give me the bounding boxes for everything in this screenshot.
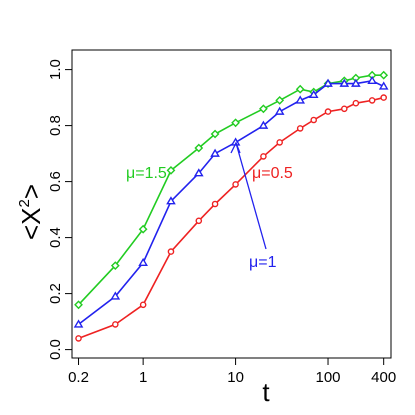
data-point (380, 94, 387, 101)
data-point (167, 248, 175, 255)
data-point (296, 125, 304, 132)
plot-frame (71, 49, 392, 359)
data-point (138, 224, 148, 234)
series-layer (73, 70, 389, 342)
data-point (341, 105, 348, 113)
data-point (110, 261, 120, 270)
data-point (166, 196, 176, 205)
data-point (75, 335, 82, 342)
y-tick-label: 0.6 (47, 171, 64, 192)
y-axis-label-base: <X (16, 208, 46, 241)
series-line (78, 96, 384, 340)
series-label-mu15: μ=1.5 (126, 165, 167, 182)
y-axis-label-sup: 2 (16, 199, 33, 207)
series-0 (74, 70, 389, 310)
data-point (351, 78, 361, 87)
series-line (78, 79, 385, 326)
data-point (295, 95, 306, 104)
data-point (295, 84, 305, 94)
x-tick-label: 10 (227, 369, 244, 386)
annotation-arrowhead (230, 141, 241, 154)
data-point (352, 99, 360, 107)
data-point (194, 143, 204, 153)
data-point (112, 321, 119, 328)
data-point (323, 78, 333, 87)
data-point (260, 153, 267, 160)
data-point (379, 70, 389, 80)
series-label-mu05: μ=0.5 (252, 165, 293, 182)
data-point (310, 116, 318, 124)
data-point (259, 104, 268, 114)
y-tick-label: 1.0 (47, 59, 64, 80)
data-point (73, 319, 84, 328)
data-point (231, 118, 240, 128)
series-line (77, 74, 384, 306)
data-point (138, 257, 148, 267)
annotation-arrow (235, 142, 267, 250)
series-label-mu1: μ=1 (249, 254, 277, 271)
y-tick-label: 0.8 (47, 115, 64, 136)
data-point (275, 96, 285, 105)
data-point (339, 78, 350, 87)
x-tick-label: 0.2 (68, 369, 89, 386)
data-point (308, 89, 319, 99)
data-point (367, 75, 377, 85)
data-point (210, 148, 220, 157)
data-point (195, 217, 203, 225)
y-tick-label: 0.0 (47, 339, 64, 360)
series-1 (73, 75, 389, 328)
x-tick-label: 100 (316, 369, 341, 386)
data-point (110, 291, 121, 300)
x-axis: 0.2 1 10 100 400 (68, 358, 396, 386)
y-axis: 0.0 0.2 0.4 0.6 0.8 1.0 (47, 59, 72, 360)
x-tick-label: 400 (371, 369, 396, 386)
data-point (258, 120, 269, 129)
y-tick-label: 0.2 (47, 283, 64, 304)
data-point (210, 129, 220, 139)
data-point (324, 108, 332, 115)
y-tick-label: 0.4 (47, 227, 64, 248)
y-axis-label-tail: > (16, 184, 46, 199)
x-axis-label: t (262, 377, 270, 407)
data-point (378, 81, 389, 90)
data-point (274, 106, 285, 115)
data-point (211, 200, 219, 208)
series-2 (75, 94, 387, 342)
data-point (368, 97, 376, 104)
data-point (74, 300, 83, 310)
x-tick-label: 1 (139, 369, 147, 386)
data-point (166, 166, 176, 175)
data-point (193, 168, 204, 177)
data-point (232, 181, 239, 188)
y-axis-label: <X2> (16, 184, 46, 240)
data-point (276, 139, 283, 146)
data-point (139, 301, 147, 309)
